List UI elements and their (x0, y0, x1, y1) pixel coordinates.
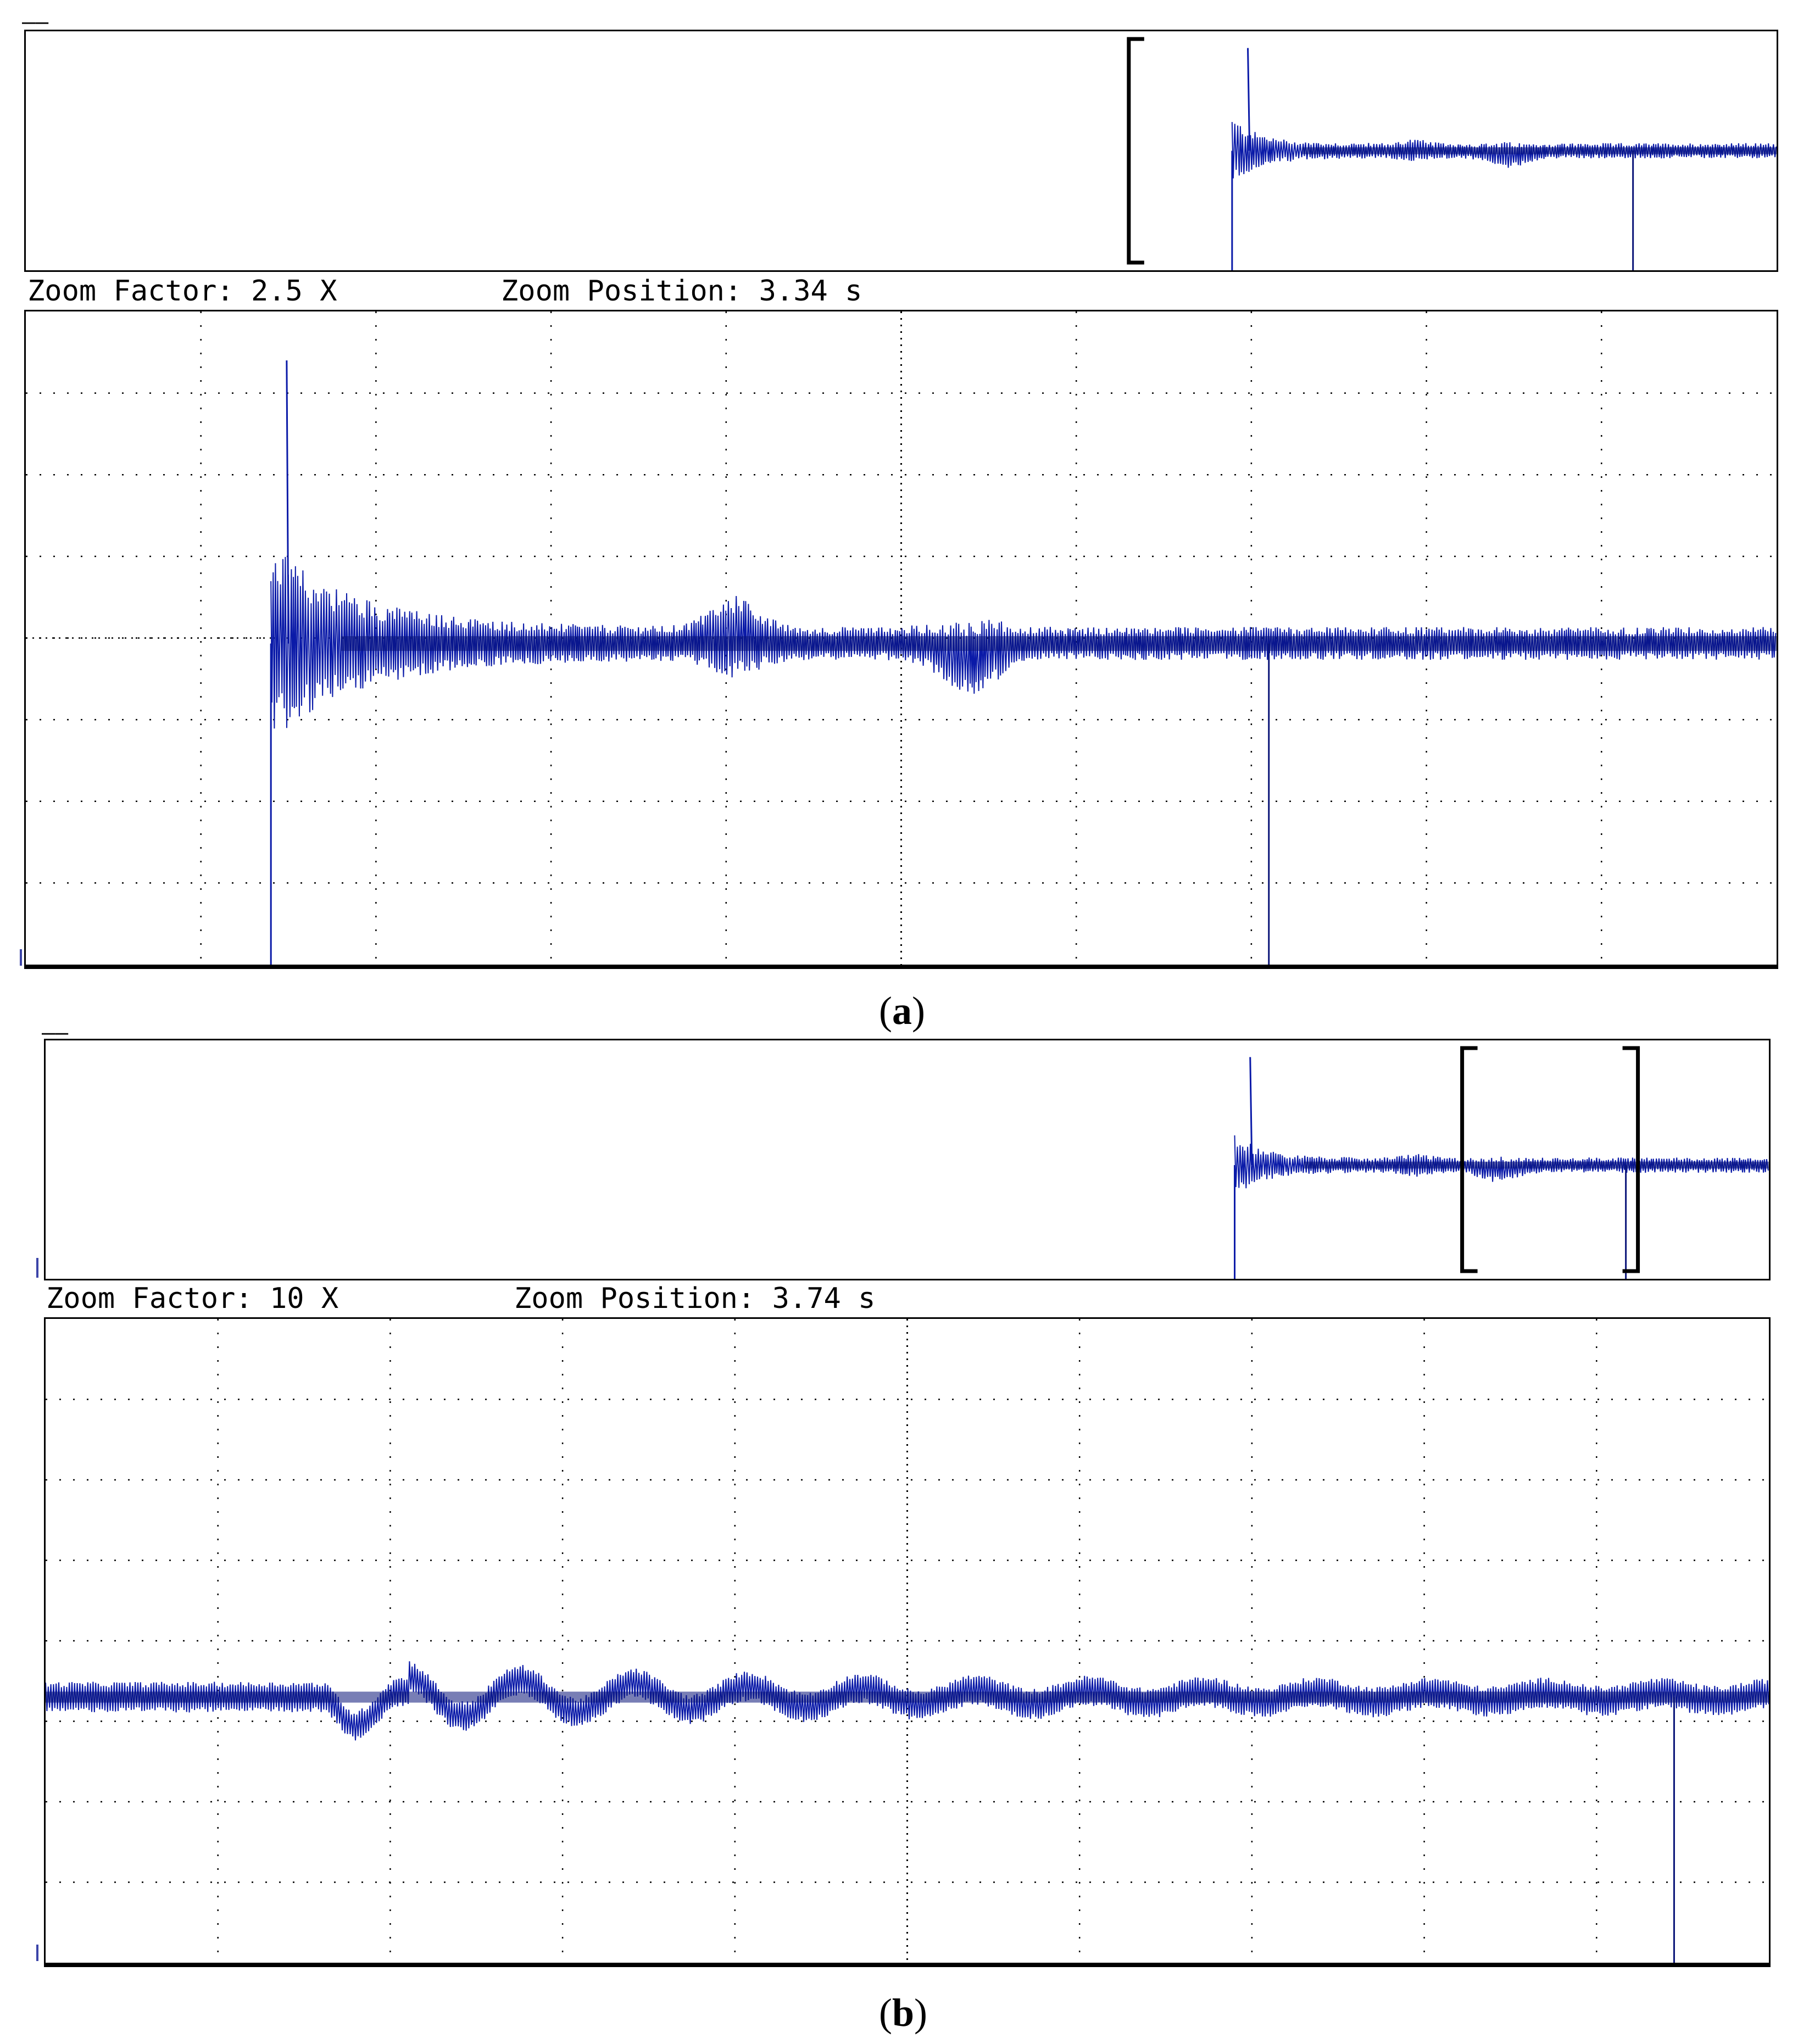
overview-panel-b (44, 1039, 1771, 1280)
ground-marker-icon (36, 1258, 38, 1278)
trace-center-band (341, 636, 1777, 651)
zoom-factor-label-b: Zoom Factor: 10 X (46, 1282, 339, 1315)
overview-panel-a (24, 30, 1778, 272)
zoom-plot-a (26, 311, 1777, 965)
zoom-bracket-left (1127, 37, 1144, 265)
trace-center-band (1302, 147, 1777, 154)
caption-label-b: b (892, 1991, 915, 2035)
signal-trace (1231, 48, 1777, 270)
trace-center-band (1304, 1161, 1769, 1169)
zoom-factor-label-a: Zoom Factor: 2.5 X (27, 275, 337, 308)
signal-trace (1234, 1057, 1769, 1279)
signal-trace (46, 1661, 1769, 1963)
zoom-bracket-right (1622, 1046, 1640, 1273)
overview-plot-b (1234, 1046, 1769, 1279)
ground-marker-icon (36, 1945, 38, 1961)
grid (46, 1319, 1769, 1963)
zoom-plot-b (46, 1319, 1769, 1963)
zoom-bracket-left (1460, 1046, 1478, 1273)
caption-b: (b) (879, 1991, 928, 2035)
trace-overshoot (1247, 48, 1251, 151)
zoom-position-label-a: Zoom Position: 3.34 s (501, 275, 862, 308)
zoom-panel-a (24, 310, 1778, 969)
caption-label-a: a (892, 989, 912, 1033)
trace-center-band (46, 1691, 1769, 1703)
signal-trace (26, 360, 1777, 965)
ground-marker-icon (20, 949, 22, 966)
zoom-panel-b (44, 1317, 1771, 1967)
caption-a: (a) (879, 989, 925, 1033)
channel-indicator: ‒‒ (22, 9, 49, 35)
trace-overshoot (1249, 1057, 1253, 1166)
trace-overshoot (286, 360, 290, 644)
overview-plot-a (1127, 37, 1777, 270)
trace-waveform (1234, 1135, 1769, 1189)
zoom-position-label-b: Zoom Position: 3.74 s (514, 1282, 876, 1315)
